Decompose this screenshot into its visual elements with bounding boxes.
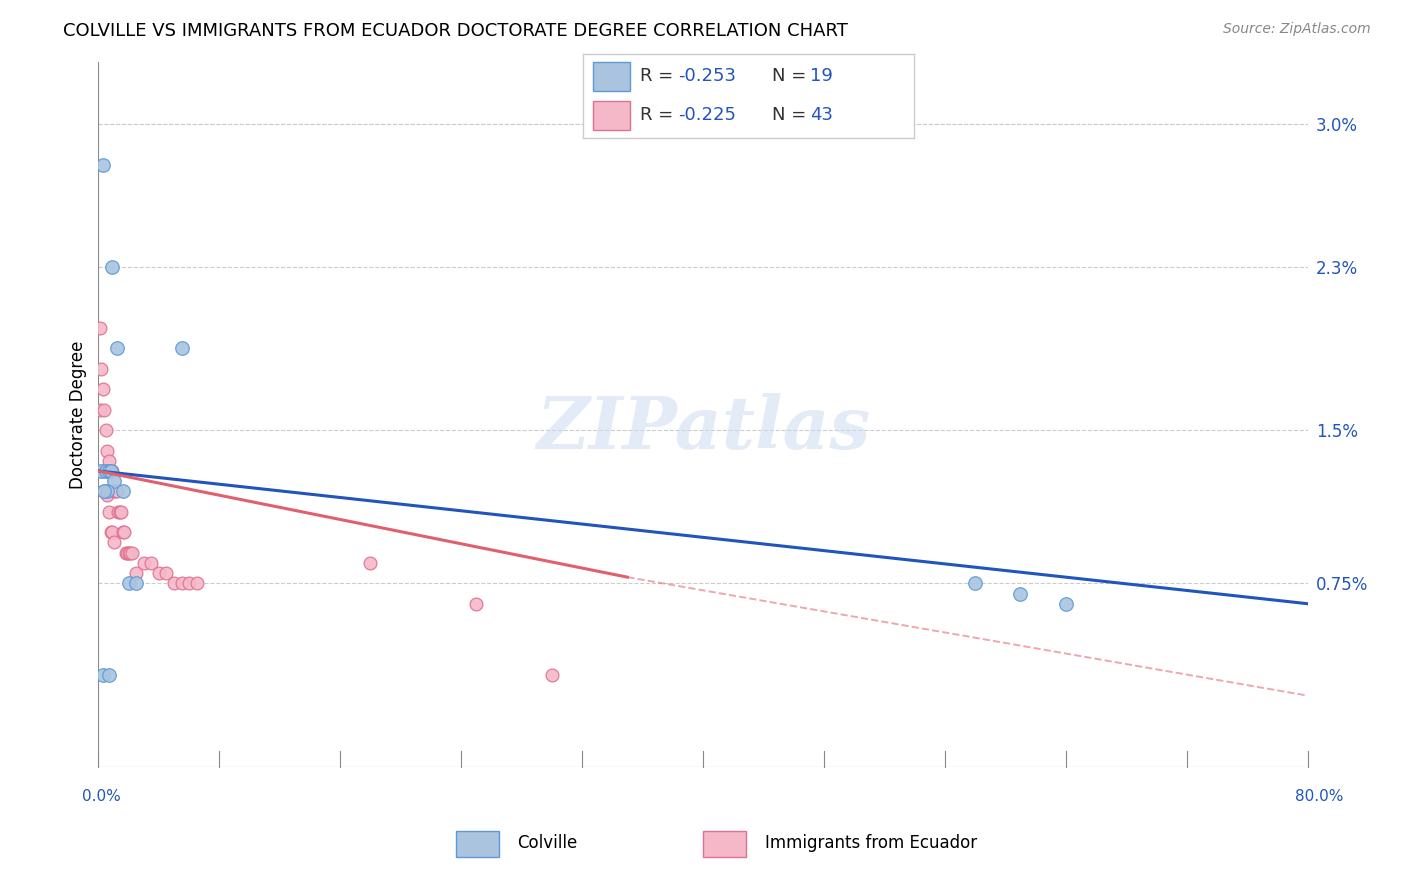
Point [465, 597, 488, 611]
Point [105, 484, 128, 499]
Point [89, 321, 111, 335]
Point [121, 546, 143, 560]
Point [94, 423, 117, 437]
FancyBboxPatch shape [703, 831, 747, 857]
Text: N =: N = [772, 68, 811, 86]
Point [98, 464, 121, 478]
Text: 19: 19 [810, 68, 832, 86]
Point [100, 464, 122, 478]
Point [103, 535, 125, 549]
Point [98, 454, 121, 468]
Point [111, 484, 134, 499]
Text: N =: N = [772, 106, 811, 124]
Text: R =: R = [640, 106, 679, 124]
Point [114, 546, 136, 560]
Point [110, 505, 132, 519]
Point [91, 464, 114, 478]
Point [148, 566, 170, 580]
Point [94, 464, 117, 478]
Point [155, 566, 177, 580]
Point [96, 443, 118, 458]
Point [112, 525, 135, 540]
Point [170, 342, 193, 356]
Text: 80.0%: 80.0% [1295, 789, 1343, 805]
Point [118, 576, 141, 591]
Point [107, 505, 129, 519]
Text: 43: 43 [810, 106, 832, 124]
Point [186, 576, 208, 591]
Point [98, 668, 121, 682]
Point [90, 464, 112, 478]
Point [132, 556, 155, 570]
Point [125, 576, 148, 591]
Point [93, 484, 115, 499]
Point [1054, 597, 1077, 611]
Point [91, 157, 114, 171]
Text: Immigrants from Ecuador: Immigrants from Ecuador [765, 834, 977, 852]
Point [100, 525, 122, 540]
Point [90, 361, 112, 376]
Point [101, 260, 124, 274]
Point [93, 484, 115, 499]
Point [89, 402, 111, 417]
Point [1010, 586, 1032, 600]
Point [98, 505, 121, 519]
Point [104, 484, 127, 499]
Point [163, 576, 186, 591]
Point [141, 556, 163, 570]
Point [105, 342, 128, 356]
Point [965, 576, 987, 591]
Point [101, 525, 124, 540]
Point [115, 546, 138, 560]
FancyBboxPatch shape [593, 62, 630, 91]
Point [96, 488, 118, 502]
Point [91, 668, 114, 682]
Text: 0.0%: 0.0% [82, 789, 121, 805]
Text: -0.253: -0.253 [678, 68, 735, 86]
Point [94, 464, 117, 478]
Text: R =: R = [640, 68, 679, 86]
Point [91, 382, 114, 396]
Point [179, 576, 201, 591]
Text: ZIPatlas: ZIPatlas [536, 393, 870, 465]
Point [93, 402, 115, 417]
Point [360, 556, 382, 570]
Y-axis label: Doctorate Degree: Doctorate Degree [69, 341, 87, 489]
Point [103, 484, 125, 499]
Point [111, 525, 134, 540]
Point [108, 505, 131, 519]
Point [100, 464, 122, 478]
Point [125, 566, 148, 580]
Text: Colville: Colville [517, 834, 578, 852]
Point [170, 576, 193, 591]
FancyBboxPatch shape [593, 101, 630, 130]
Point [96, 484, 118, 499]
Text: COLVILLE VS IMMIGRANTS FROM ECUADOR DOCTORATE DEGREE CORRELATION CHART: COLVILLE VS IMMIGRANTS FROM ECUADOR DOCT… [63, 22, 848, 40]
Point [120, 546, 142, 560]
Text: -0.225: -0.225 [678, 106, 735, 124]
Point [103, 474, 125, 488]
Point [118, 546, 141, 560]
FancyBboxPatch shape [456, 831, 499, 857]
Point [540, 668, 562, 682]
Text: Source: ZipAtlas.com: Source: ZipAtlas.com [1223, 22, 1371, 37]
Point [101, 464, 124, 478]
